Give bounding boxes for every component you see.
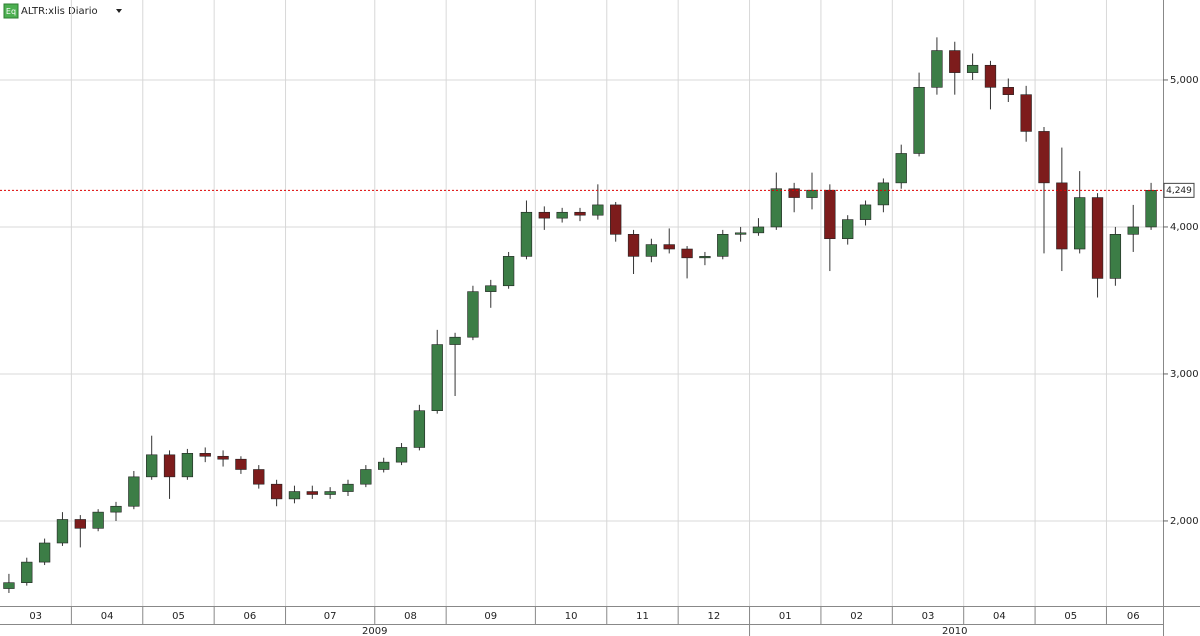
x-tick-label: 05 (1064, 611, 1077, 622)
candle-body (288, 491, 301, 500)
candle-body (699, 256, 711, 259)
candle-body (842, 219, 854, 240)
candle-body (627, 234, 640, 257)
candle-body (520, 211, 533, 257)
x-tick-label: 11 (636, 611, 649, 622)
candle-body (913, 87, 925, 154)
candle-body (431, 344, 443, 411)
x-tick-label: 03 (29, 611, 42, 622)
badge-box (3, 3, 19, 19)
candle-body (342, 483, 354, 492)
candle-body (574, 211, 586, 216)
candle-body (306, 491, 318, 495)
candle-body (413, 410, 426, 448)
candle-body (966, 64, 979, 73)
candle-body (824, 189, 836, 240)
x-tick-label: 08 (404, 611, 417, 622)
candle-body (217, 455, 229, 460)
candle-body (592, 204, 604, 216)
candle-body (1020, 94, 1032, 132)
candle-body (449, 336, 461, 345)
candle-body (502, 256, 515, 287)
candle-body (877, 182, 890, 206)
candle-body (128, 476, 140, 507)
candle-body (38, 542, 51, 563)
candle-body (378, 461, 390, 470)
candle-body (21, 561, 33, 583)
candle-body (1074, 197, 1086, 250)
candle-body (163, 454, 176, 478)
candle-body (610, 204, 622, 235)
x-tick-label: 05 (172, 611, 185, 622)
year-label: 2010 (942, 626, 967, 636)
candle-body (770, 188, 782, 228)
candle-body (181, 453, 194, 478)
candle-body (984, 64, 997, 88)
candle-body (199, 453, 211, 457)
candle-body (717, 234, 729, 257)
x-tick-label: 07 (324, 611, 337, 622)
x-tick-label: 06 (1127, 611, 1140, 622)
dropdown-arrow[interactable] (116, 9, 122, 13)
candle-body (1038, 131, 1050, 184)
y-tick-label: 4,000 (1170, 222, 1199, 233)
candle-body (235, 458, 247, 470)
x-tick-label: 09 (484, 611, 497, 622)
candle-body (1002, 87, 1014, 95)
x-tick-label: 10 (565, 611, 578, 622)
candle-body (1091, 197, 1104, 279)
candle-body (788, 188, 800, 198)
last-price-label: 4,249 (1166, 186, 1192, 196)
candle-body (253, 469, 265, 485)
candle-body (663, 244, 675, 250)
candle-body (360, 469, 372, 485)
candle-body (92, 511, 104, 529)
candle-body (895, 153, 907, 184)
last-price-box (1163, 182, 1195, 198)
candle-body (146, 454, 158, 478)
x-tick-label: 12 (707, 611, 720, 622)
y-tick-label: 2,000 (1170, 516, 1199, 527)
candle-body (806, 189, 818, 198)
x-tick-label: 03 (922, 611, 935, 622)
candle-body (395, 447, 408, 463)
candle-body (485, 285, 497, 292)
candle-body (1145, 190, 1157, 228)
candle-body (1056, 182, 1068, 250)
candle-body (3, 582, 15, 589)
candle-body (56, 519, 69, 544)
candle-body (859, 204, 872, 220)
candle-body (556, 211, 568, 219)
candle-body (681, 248, 693, 259)
y-tick-label: 5,000 (1170, 75, 1199, 86)
candle-body (1109, 234, 1122, 279)
x-tick-label: 04 (993, 611, 1006, 622)
candle-body (752, 226, 765, 234)
candle-body (538, 211, 550, 219)
candle-body (110, 505, 122, 513)
x-tick-label: 01 (779, 611, 792, 622)
chart-title[interactable]: ALTR:xlis Diario (21, 6, 98, 17)
candle-body (1127, 226, 1139, 235)
candle-body (324, 491, 336, 495)
candle-body (949, 50, 961, 73)
x-tick-label: 06 (243, 611, 256, 622)
candle-body (467, 291, 479, 338)
badge: Eq (6, 7, 16, 16)
candle-body (74, 519, 86, 529)
candle-body (645, 244, 658, 257)
candle-body (270, 483, 283, 500)
candle-body (734, 232, 747, 235)
year-label: 2009 (362, 626, 387, 636)
x-tick-label: 02 (850, 611, 863, 622)
x-tick-label: 04 (101, 611, 114, 622)
candle-body (931, 50, 943, 88)
y-tick-label: 3,000 (1170, 369, 1199, 380)
